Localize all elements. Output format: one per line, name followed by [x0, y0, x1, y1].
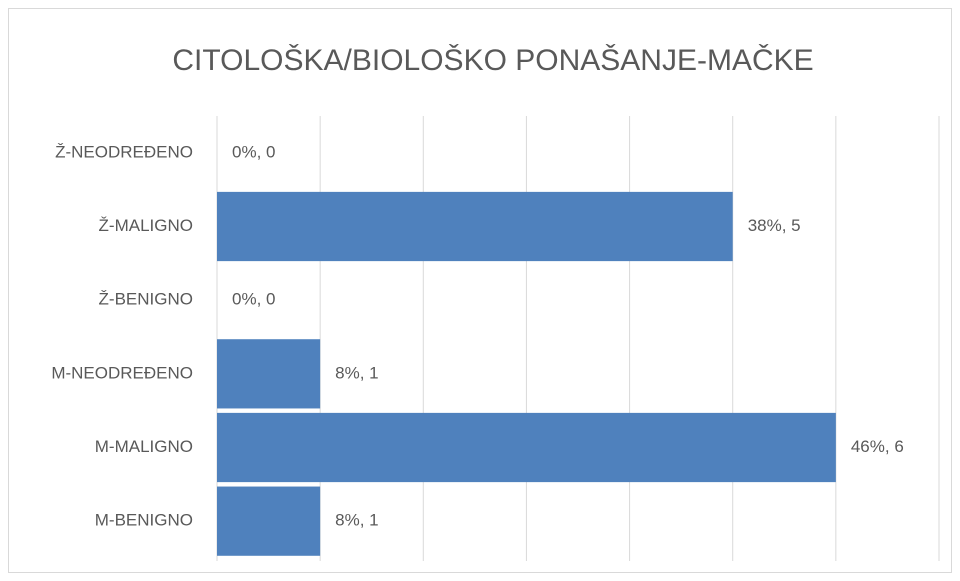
data-label: 0%, 0: [232, 290, 275, 309]
data-label: 38%, 5: [748, 216, 801, 235]
y-tick-label: M-MALIGNO: [95, 437, 193, 456]
bar: [217, 486, 321, 556]
data-label: 8%, 1: [335, 363, 378, 382]
y-tick-label: Ž-NEODREĐENO: [55, 142, 193, 161]
bar: [217, 339, 321, 409]
y-tick-label: Ž-MALIGNO: [99, 216, 193, 235]
data-label: 46%, 6: [851, 437, 904, 456]
bar: [217, 191, 733, 262]
data-label: 0%, 0: [232, 142, 275, 161]
data-label: 8%, 1: [335, 511, 378, 530]
y-tick-label: Ž-BENIGNO: [99, 290, 193, 309]
y-tick-label: M-NEODREĐENO: [51, 363, 193, 382]
bar: [217, 412, 836, 483]
y-tick-label: M-BENIGNO: [95, 511, 193, 530]
chart-title: CITOLOŠKA/BIOLOŠKO PONAŠANJE-MAČKE: [172, 43, 813, 77]
